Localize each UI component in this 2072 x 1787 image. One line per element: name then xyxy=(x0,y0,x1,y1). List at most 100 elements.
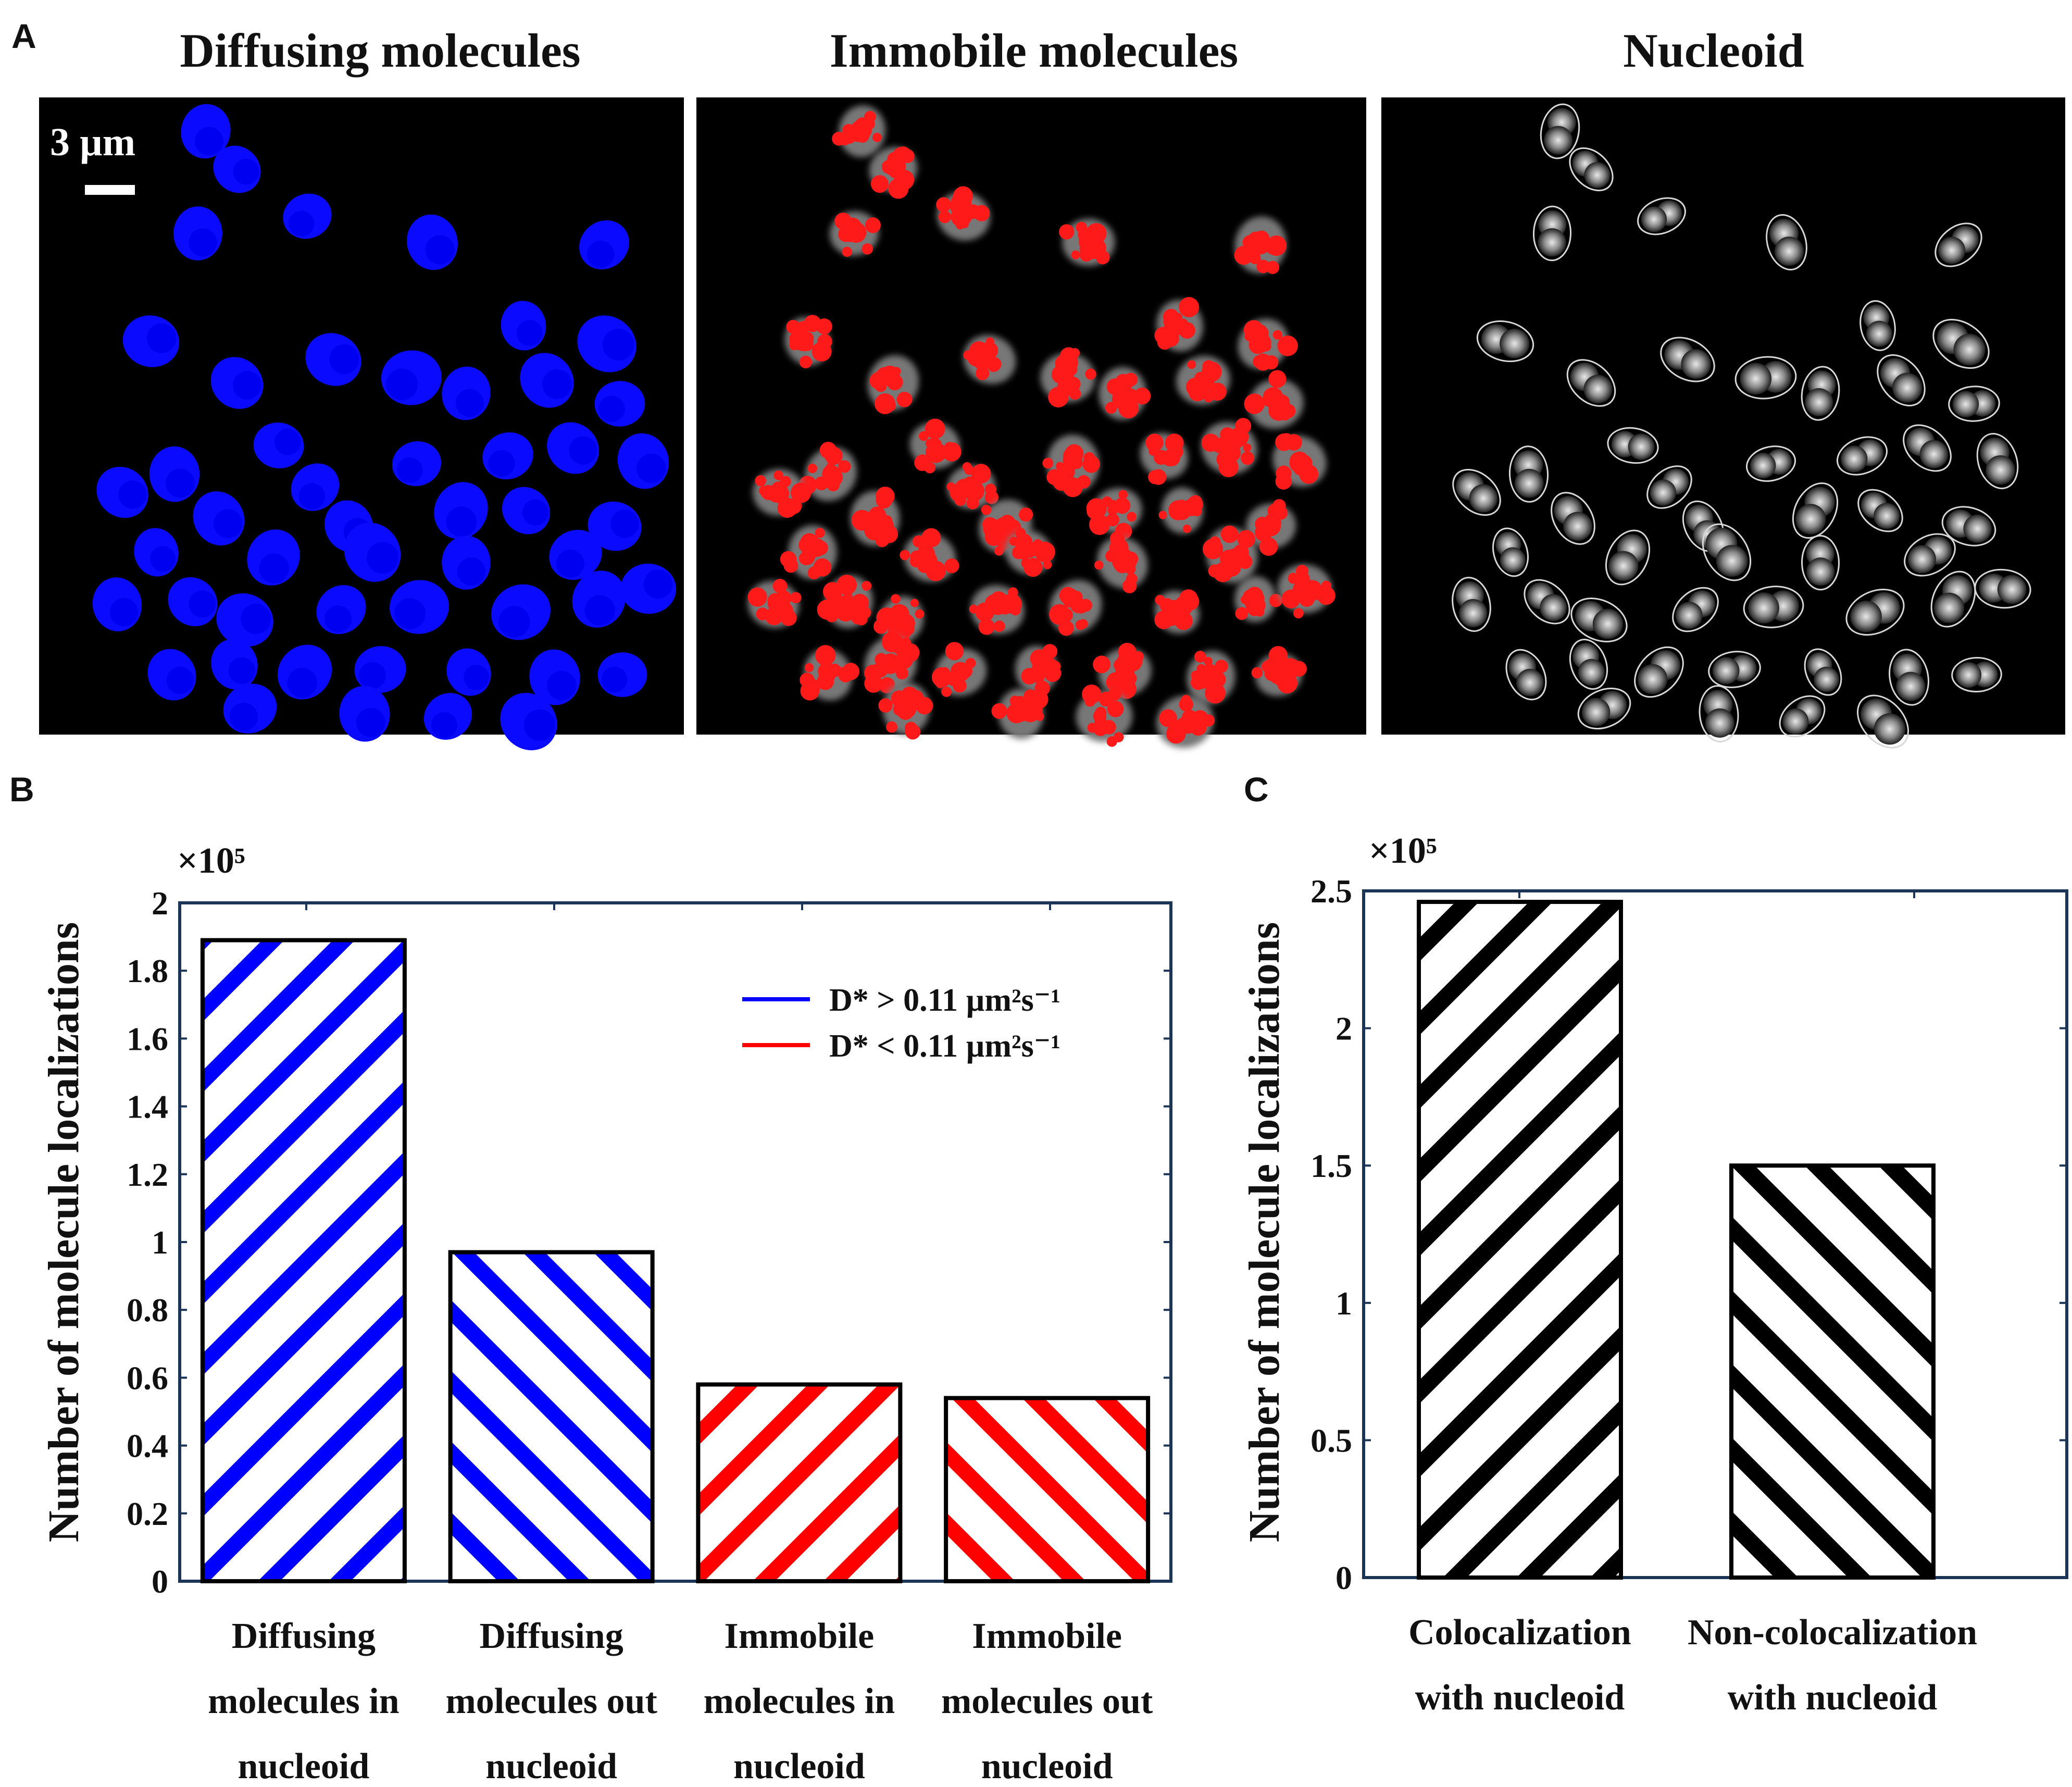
cell xyxy=(1682,500,1725,552)
micrograph-diffusing: 3 µm xyxy=(39,97,684,751)
cell xyxy=(1015,644,1062,696)
cell xyxy=(817,575,873,628)
cell xyxy=(1093,642,1152,699)
cell xyxy=(969,585,1025,635)
cell xyxy=(1076,684,1133,747)
cell xyxy=(1244,370,1304,429)
cell xyxy=(277,644,332,700)
cell xyxy=(1551,492,1595,545)
chart-b-bar-1 xyxy=(200,938,407,1583)
cell xyxy=(1278,564,1335,618)
cell xyxy=(1903,424,1952,472)
cell xyxy=(829,211,881,257)
cell xyxy=(96,466,148,518)
chart-b-category-label: molecules in xyxy=(208,1681,399,1721)
scale-bar xyxy=(85,185,135,195)
cell xyxy=(1845,588,1905,636)
chart-b-category-label: nucleoid xyxy=(733,1746,865,1786)
cell xyxy=(1452,468,1501,516)
cell xyxy=(92,577,142,631)
chart-b-ytick-label: 0 xyxy=(152,1563,168,1600)
cell xyxy=(549,529,602,580)
cell xyxy=(1889,649,1929,706)
cell xyxy=(1934,222,1982,267)
cell xyxy=(216,593,273,647)
cell xyxy=(1804,648,1842,696)
chart-b-ytick-label: 0.2 xyxy=(127,1495,168,1532)
cell xyxy=(211,639,258,690)
chart-c-exponent: ×10⁵ xyxy=(1369,831,1437,871)
cell xyxy=(1201,418,1257,477)
cell xyxy=(1158,487,1203,534)
chart-b-ytick-label: 1.8 xyxy=(127,952,168,989)
cell xyxy=(1672,587,1719,632)
cell xyxy=(390,580,449,634)
cell xyxy=(1238,318,1298,371)
chart-b-ytick-label: 0.8 xyxy=(127,1292,168,1329)
cell xyxy=(1877,354,1926,406)
cell xyxy=(213,145,261,193)
chart-b-category-label: molecules in xyxy=(704,1681,895,1721)
cell xyxy=(1857,694,1909,749)
cell xyxy=(878,682,933,740)
cell xyxy=(1492,527,1529,577)
chart-c-ytick-label: 1.5 xyxy=(1310,1147,1352,1184)
cell xyxy=(1699,685,1739,742)
cell xyxy=(1577,687,1631,730)
cell xyxy=(1932,319,1990,369)
chart-b-category-label: nucleoid xyxy=(238,1746,369,1786)
cell xyxy=(909,418,962,474)
cell xyxy=(1859,300,1896,351)
cell xyxy=(1094,531,1148,593)
cell xyxy=(283,193,332,239)
chart-b-category-label: molecules out xyxy=(941,1681,1153,1721)
cell xyxy=(577,315,636,373)
cell xyxy=(1660,337,1715,382)
cell xyxy=(1476,320,1534,363)
cell xyxy=(1745,445,1796,482)
cell xyxy=(122,315,180,367)
cell xyxy=(344,523,401,582)
cell xyxy=(1836,436,1888,476)
cell xyxy=(1948,386,2000,422)
cell xyxy=(1140,433,1188,485)
chart-c-ytick-label: 0 xyxy=(1335,1559,1352,1596)
cell xyxy=(1272,433,1327,490)
cell xyxy=(1607,427,1659,464)
cell xyxy=(434,482,488,539)
cell xyxy=(1540,103,1580,159)
cell xyxy=(869,146,918,199)
cell xyxy=(572,570,626,628)
chart-b-category-label: Immobile xyxy=(972,1616,1122,1656)
cell xyxy=(482,432,533,480)
cell xyxy=(1505,649,1547,701)
cell xyxy=(223,684,277,734)
chart-c-ytick-label: 2.5 xyxy=(1310,873,1352,910)
cell xyxy=(1452,577,1491,632)
chart-b-ylabel: Number of molecule localizations xyxy=(40,922,88,1543)
cell xyxy=(547,422,599,474)
cell xyxy=(149,446,200,502)
cell xyxy=(1154,297,1203,352)
cell xyxy=(181,104,231,159)
cell xyxy=(1743,586,1804,628)
cell xyxy=(1040,347,1096,407)
cell xyxy=(1234,576,1283,623)
cell xyxy=(446,648,491,696)
chart-b-category-label: nucleoid xyxy=(981,1746,1113,1786)
cell xyxy=(442,536,491,590)
chart-c-category-label: Non-colocalization xyxy=(1688,1612,1977,1653)
cell xyxy=(392,441,441,486)
cell xyxy=(1005,527,1055,577)
panel-letter-a: A xyxy=(11,17,36,55)
cell xyxy=(1042,435,1100,498)
cell xyxy=(407,214,458,270)
cell xyxy=(520,353,574,408)
cell xyxy=(291,463,340,511)
chart-b-ytick-label: 1.2 xyxy=(127,1156,168,1193)
cell xyxy=(168,577,218,627)
cell xyxy=(1234,216,1287,274)
cell xyxy=(620,563,677,614)
cell xyxy=(991,688,1049,739)
